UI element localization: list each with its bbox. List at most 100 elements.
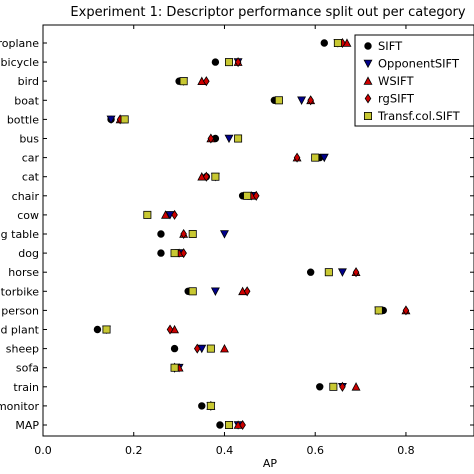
- point-transf-col-sift-bird: [179, 77, 188, 86]
- point-rgsift-map: [239, 419, 246, 431]
- data-points: [93, 37, 411, 431]
- legend-marker-sift: [364, 42, 372, 50]
- y-tick-label-cow: cow: [17, 209, 39, 222]
- point-rgsift-dog: [180, 248, 187, 259]
- x-tick-label-0-6: 0.6: [306, 444, 324, 457]
- legend-marker-opponentsift: [363, 59, 373, 69]
- legend-label-transf-col-sift: Transf.col.SIFT: [377, 109, 461, 123]
- point-opponentsift-horse: [337, 268, 347, 277]
- x-tick-label-0-2: 0.2: [125, 444, 143, 457]
- point-sift-aeroplane: [320, 39, 328, 47]
- y-tick-label-motorbike: motorbike: [0, 285, 39, 298]
- point-rgsift-dining-table: [180, 228, 187, 240]
- point-rgsift-train: [339, 381, 346, 392]
- point-transf-col-sift-dining-table: [188, 229, 197, 238]
- y-tick-label-boat: boat: [14, 94, 39, 107]
- point-transf-col-sift-sofa: [170, 363, 179, 372]
- point-transf-col-sift-bicycle: [225, 58, 234, 67]
- point-transf-col-sift-tv-monitor: [206, 401, 215, 410]
- y-tick-label-bird: bird: [18, 75, 39, 88]
- y-tick-label-bicycle: bicycle: [1, 56, 40, 69]
- legend-label-sift: SIFT: [378, 39, 403, 53]
- y-tick-label-train: train: [13, 381, 39, 394]
- point-rgsift-person: [402, 305, 410, 316]
- point-transf-col-sift-horse: [324, 268, 333, 277]
- point-opponentsift-dining-table: [220, 230, 229, 239]
- point-transf-col-sift-dog: [170, 249, 179, 258]
- point-transf-col-sift-cow: [143, 210, 152, 219]
- point-sift-map: [216, 421, 224, 429]
- point-transf-col-sift-aeroplane: [333, 39, 342, 48]
- point-transf-col-sift-chair: [243, 191, 252, 200]
- point-rgsift-boat: [307, 95, 314, 106]
- point-sift-dog: [157, 249, 165, 257]
- y-tick-label-person: person: [1, 304, 39, 317]
- point-opponentsift-bus: [224, 134, 234, 144]
- point-rgsift-chair: [252, 190, 260, 201]
- chart-title: Experiment 1: Descriptor performance spl…: [70, 5, 465, 20]
- y-tick-label-aeroplane: aeroplane: [0, 37, 39, 50]
- legend-marker-rgsift: [364, 93, 372, 104]
- point-sift-train: [316, 383, 324, 391]
- point-rgsift-sheep: [193, 343, 201, 354]
- point-transf-col-sift-bottle: [120, 115, 129, 124]
- point-wsift-train: [351, 382, 361, 391]
- point-sift-potted-plant: [93, 325, 102, 334]
- point-sift-dining-table: [157, 230, 165, 238]
- y-tick-label-horse: horse: [8, 266, 39, 279]
- legend-marker-transf-col-sift: [363, 112, 372, 121]
- point-opponentsift-motorbike: [210, 287, 220, 296]
- y-tick-label-potted-plant: potted plant: [0, 324, 40, 337]
- point-transf-col-sift-motorbike: [188, 287, 197, 296]
- point-transf-col-sift-train: [329, 382, 338, 391]
- y-tick-label-car: car: [22, 152, 40, 165]
- y-tick-label-sofa: sofa: [16, 362, 39, 375]
- y-tick-label-dog: dog: [18, 247, 39, 260]
- point-sift-horse: [306, 268, 315, 276]
- point-rgsift-bicycle: [234, 57, 242, 68]
- y-tick-label-cat: cat: [22, 171, 40, 184]
- point-sift-tv-monitor: [198, 402, 206, 410]
- x-axis-ticks: 0.0 0.2 0.4 0.6 0.8: [34, 25, 415, 457]
- legend-label-opponentsift: OpponentSIFT: [378, 57, 460, 71]
- point-rgsift-bird: [203, 76, 210, 87]
- y-tick-label-tv-monitor: tv/monitor: [0, 400, 39, 413]
- point-sift-bicycle: [211, 58, 220, 66]
- point-rgsift-cat: [203, 171, 210, 182]
- plot-area-frame: [42, 24, 474, 437]
- legend-box: [354, 34, 474, 127]
- legend: SIFT OpponentSIFT WSIFT rgSIFT Transf.col.SI…: [354, 34, 474, 127]
- point-wsift-sheep: [220, 343, 229, 353]
- legend-label-rgsift: rgSIFT: [378, 92, 415, 106]
- point-transf-col-sift-bus: [234, 134, 243, 143]
- point-transf-col-sift-potted-plant: [102, 325, 111, 334]
- point-transf-col-sift-person: [374, 306, 383, 315]
- point-transf-col-sift-car: [311, 153, 320, 162]
- point-transf-col-sift-cat: [211, 172, 220, 181]
- legend-marker-wsift: [363, 76, 373, 85]
- point-rgsift-potted-plant: [166, 324, 174, 335]
- x-tick-label-0-8: 0.8: [397, 444, 415, 457]
- point-opponentsift-car: [319, 153, 329, 163]
- point-opponentsift-boat: [297, 96, 307, 105]
- point-sift-sheep: [170, 344, 179, 353]
- x-tick-label-0-0: 0.0: [34, 444, 52, 457]
- y-tick-label-chair: chair: [12, 190, 40, 203]
- x-axis-label: AP: [263, 457, 278, 470]
- point-rgsift-car: [293, 152, 301, 163]
- legend-label-wsift: WSIFT: [378, 74, 414, 88]
- point-transf-col-sift-map: [225, 420, 234, 429]
- point-rgsift-horse: [352, 267, 360, 278]
- y-tick-label-map: MAP: [15, 419, 39, 432]
- x-tick-label-0-4: 0.4: [216, 444, 234, 457]
- point-rgsift-bus: [207, 133, 215, 144]
- y-tick-label-sheep: sheep: [6, 343, 39, 356]
- point-opponentsift-bottle: [106, 115, 116, 125]
- y-tick-label-bus: bus: [19, 133, 39, 146]
- point-transf-col-sift-boat: [274, 96, 283, 105]
- point-rgsift-cow: [171, 209, 178, 220]
- y-tick-label-bottle: bottle: [7, 113, 39, 126]
- point-rgsift-motorbike: [243, 286, 251, 297]
- point-wsift-cow: [161, 210, 170, 219]
